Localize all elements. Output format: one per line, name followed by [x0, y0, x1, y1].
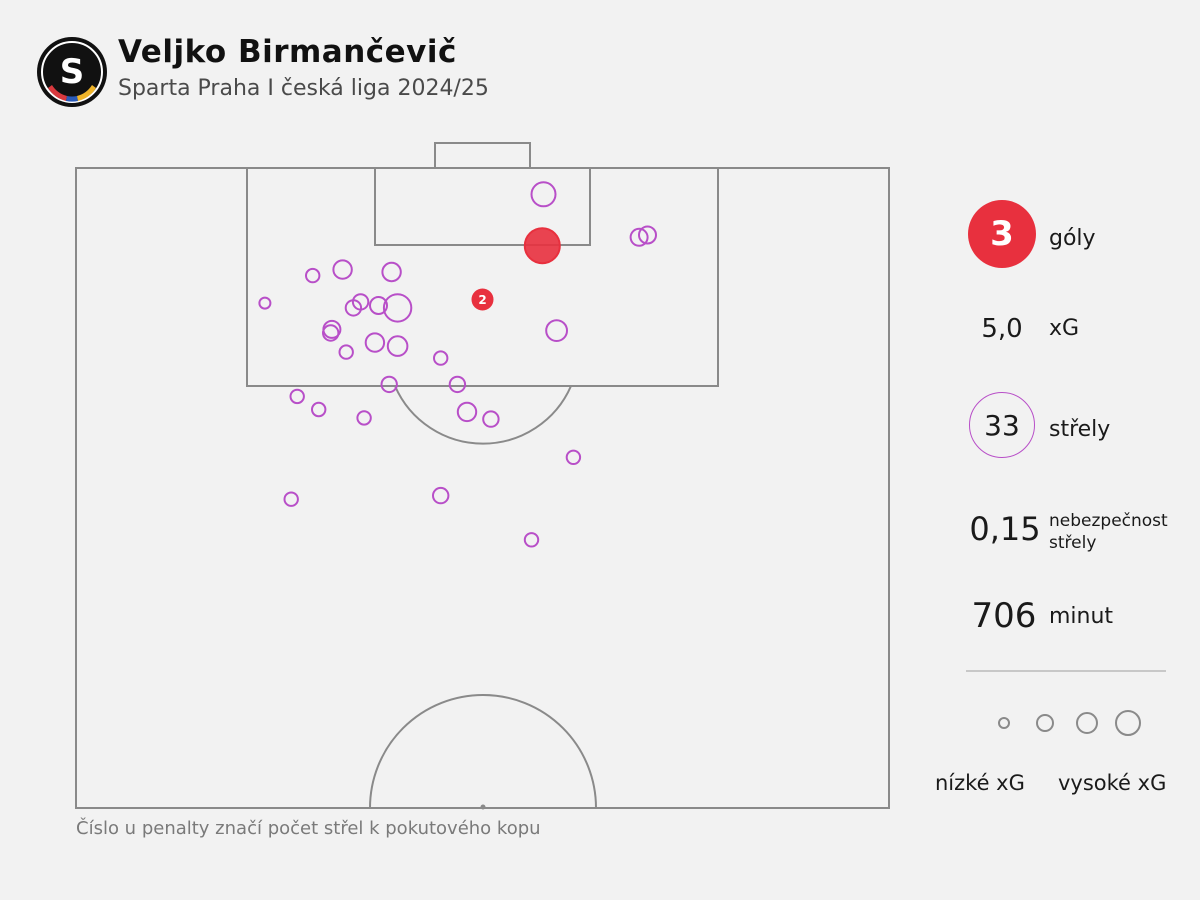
shot-point-goal: [523, 227, 561, 265]
divider: [966, 670, 1166, 672]
shot-point: [369, 296, 388, 315]
shot-point: [305, 267, 321, 284]
footnote: Číslo u penalty značí počet střel k poku…: [76, 818, 541, 839]
svg-text:S: S: [60, 52, 85, 92]
shot-point: [364, 332, 386, 353]
shots-badge: 33: [969, 392, 1035, 458]
page-subtitle: Sparta Praha I česká liga 2024/25: [118, 76, 489, 101]
center-spot: [480, 804, 486, 810]
page-title: Veljko Birmančevič: [118, 34, 457, 70]
shot-point: [322, 324, 340, 342]
shots-layer: [258, 181, 657, 548]
penalty-box: [246, 167, 719, 387]
shot-point: [344, 299, 363, 317]
sparta-logo-icon: S: [37, 37, 107, 107]
goals-badge: 3: [968, 200, 1036, 268]
penalty-count-label: 2: [478, 293, 486, 307]
shots-label: střely: [1049, 417, 1111, 442]
shot-point: [283, 491, 299, 507]
xg-value: 5,0: [981, 314, 1023, 344]
shot-point: [338, 344, 354, 360]
shot-point: [456, 401, 478, 423]
shot-point: [448, 375, 467, 394]
shot-point: [382, 293, 413, 323]
shot-point: [482, 410, 500, 428]
xg-label: xG: [1049, 316, 1080, 341]
shot-point: [356, 410, 372, 426]
shot-point: [545, 319, 568, 343]
shot-point: [332, 259, 353, 280]
shot-point: [258, 296, 272, 310]
center-circle: [369, 694, 597, 809]
goal-frame: [434, 142, 531, 169]
goals-label: góly: [1049, 226, 1096, 251]
shot-point: [386, 335, 409, 357]
pitch-outline: [75, 167, 890, 809]
danger-value: 0,15: [969, 510, 1041, 548]
six-yard-box: [374, 167, 591, 246]
shot-point: [311, 401, 327, 418]
shot-point: [629, 227, 649, 247]
danger-label-line2: střely: [1049, 533, 1097, 553]
penalty-arc: [394, 385, 572, 445]
penalty-marker: [471, 288, 494, 311]
shot-point: [289, 388, 305, 405]
shot-point: [565, 449, 582, 465]
shot-point: [523, 532, 540, 548]
shot-point: [381, 261, 402, 283]
danger-label-line1: nebezpečnost: [1049, 511, 1168, 531]
penalty-layer: 2: [471, 288, 494, 311]
danger-label: nebezpečnost střely: [1049, 510, 1168, 554]
shot-point: [380, 375, 398, 394]
legend-high-label: vysoké xG: [1058, 771, 1167, 795]
shot-point: [638, 225, 657, 245]
shot-point: [433, 350, 449, 366]
legend-low-label: nízké xG: [935, 771, 1025, 795]
minutes-value: 706: [971, 596, 1037, 636]
shot-point: [432, 486, 450, 505]
shot-point: [530, 181, 557, 208]
minutes-label: minut: [1049, 604, 1114, 629]
